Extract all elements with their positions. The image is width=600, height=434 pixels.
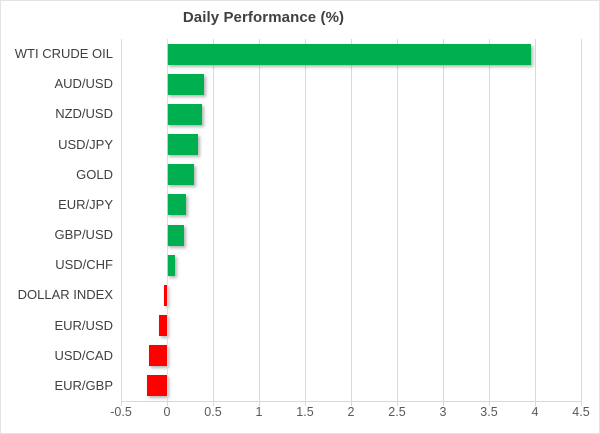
bar-dollar-index <box>164 284 167 306</box>
x-axis-tick-label: 1.5 <box>296 405 314 419</box>
category-label: AUD/USD <box>54 76 113 92</box>
gridline <box>213 39 214 401</box>
category-label: GBP/USD <box>54 227 113 243</box>
gridline <box>259 39 260 401</box>
bar-usd-cad <box>148 345 167 367</box>
bar-usd-chf <box>167 254 176 276</box>
x-axis-tick-label: 0 <box>163 405 171 419</box>
category-label: USD/JPY <box>58 136 113 152</box>
axis-tick-mark <box>305 401 306 406</box>
gridline <box>121 39 122 401</box>
bar-eur-usd <box>158 315 167 337</box>
category-label: GOLD <box>76 166 113 182</box>
gridline <box>489 39 490 401</box>
axis-tick-mark <box>213 401 214 406</box>
axis-tick-mark <box>121 401 122 406</box>
chart-title: Daily Performance (%) <box>182 9 345 26</box>
bar-wti-crude-oil <box>167 43 532 65</box>
x-axis-tick-label: 0.5 <box>204 405 222 419</box>
category-label: USD/CAD <box>54 347 113 363</box>
gridline <box>535 39 536 401</box>
axis-tick-mark <box>535 401 536 406</box>
axis-tick-mark <box>167 401 168 406</box>
zero-gridline <box>167 39 168 401</box>
bar-gold <box>167 164 194 186</box>
x-axis-tick-label: -0.5 <box>110 405 132 419</box>
category-label: DOLLAR INDEX <box>17 287 113 303</box>
axis-tick-mark <box>351 401 352 406</box>
axis-tick-mark <box>489 401 490 406</box>
x-axis-tick-label: 2.5 <box>388 405 406 419</box>
bar-usd-jpy <box>167 134 199 156</box>
x-axis-tick-label: 2 <box>347 405 355 419</box>
bar-eur-gbp <box>146 375 167 397</box>
category-label: NZD/USD <box>55 106 113 122</box>
x-axis-tick-label: 1 <box>255 405 263 419</box>
bar-nzd-usd <box>167 103 202 125</box>
axis-tick-mark <box>581 401 582 406</box>
gridline <box>397 39 398 401</box>
bar-aud-usd <box>167 73 204 95</box>
bar-gbp-usd <box>167 224 184 246</box>
bar-eur-jpy <box>167 194 187 216</box>
x-axis-tick-label: 3.5 <box>480 405 498 419</box>
category-axis: WTI CRUDE OIL AUD/USD NZD/USD USD/JPY GOLD EU… <box>1 39 113 401</box>
axis-tick-mark <box>397 401 398 406</box>
plot-area <box>121 39 582 406</box>
category-label: WTI CRUDE OIL <box>14 46 113 62</box>
axis-tick-mark <box>443 401 444 406</box>
gridline <box>351 39 352 401</box>
bar-series <box>121 39 581 401</box>
gridline <box>581 39 582 401</box>
value-axis: -0.5 0 0.5 1 1.5 2 2.5 3 3.5 4 4.5 <box>110 405 589 425</box>
gridline <box>305 39 306 401</box>
axis-tick-mark <box>259 401 260 406</box>
category-label: EUR/GBP <box>54 377 113 393</box>
category-label: EUR/JPY <box>58 196 113 212</box>
category-label: EUR/USD <box>54 317 113 333</box>
gridline <box>443 39 444 401</box>
x-axis-tick-label: 3 <box>439 405 447 419</box>
category-label: USD/CHF <box>55 257 113 273</box>
x-axis-tick-label: 4 <box>531 405 539 419</box>
x-axis-tick-label: 4.5 <box>572 405 590 419</box>
